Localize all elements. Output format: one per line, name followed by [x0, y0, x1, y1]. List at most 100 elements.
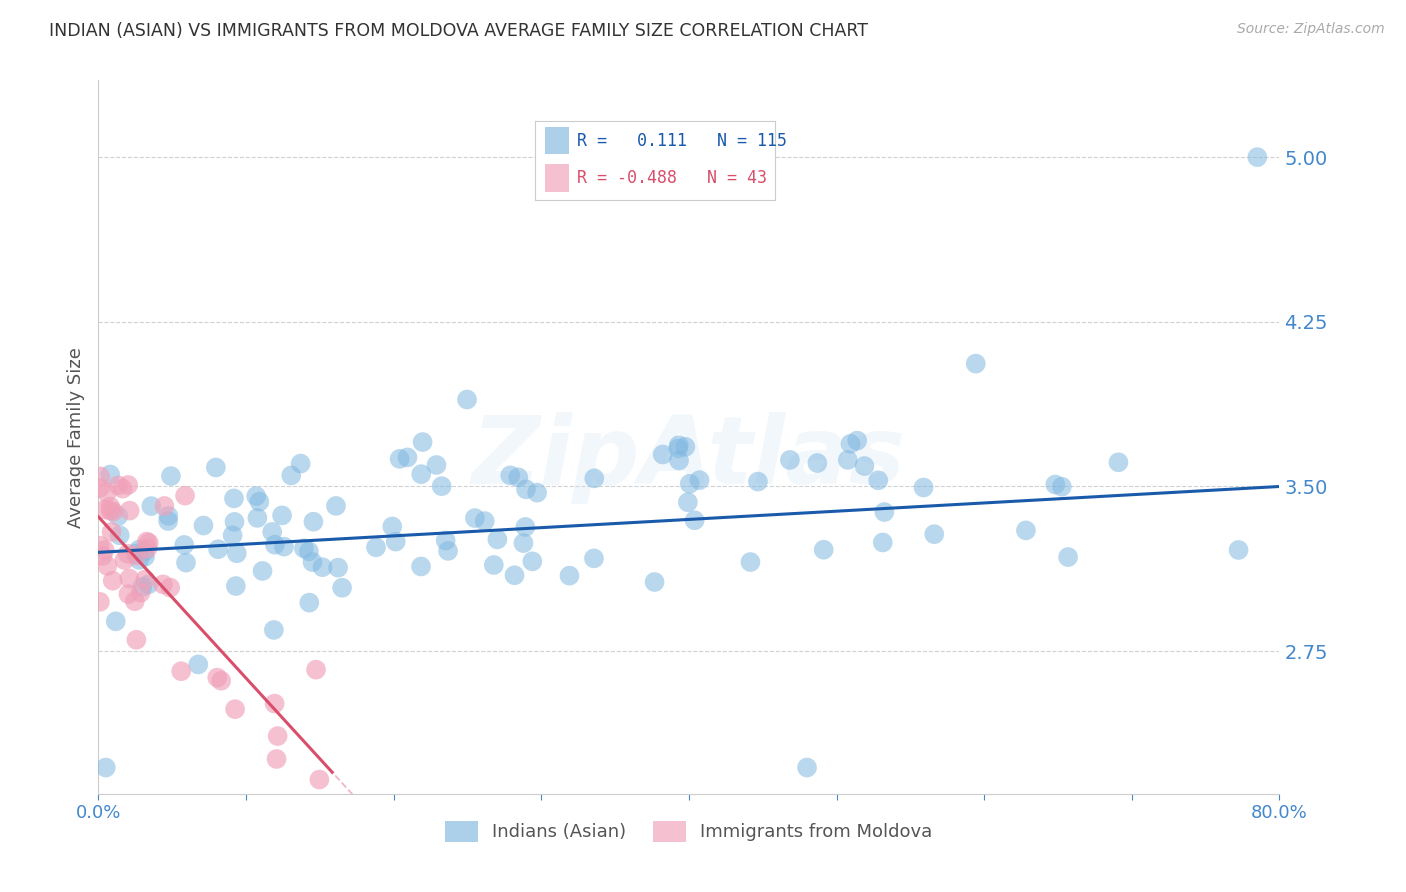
Point [311, 560, 333, 574]
Point [411, 467, 433, 482]
Point [107, 478, 129, 492]
Point [673, 440, 696, 454]
Point [409, 559, 432, 574]
Text: R = -0.488   N = 43: R = -0.488 N = 43 [578, 169, 768, 187]
Point [434, 533, 457, 548]
Point [308, 772, 330, 787]
Point [205, 460, 228, 475]
Point [245, 489, 267, 503]
Text: ZipAtlas: ZipAtlas [472, 412, 905, 505]
Point [246, 511, 269, 525]
Point [1227, 543, 1250, 558]
Bar [546, 164, 569, 192]
Point [298, 544, 321, 558]
Point [298, 596, 321, 610]
Point [381, 519, 404, 533]
Point [412, 435, 434, 450]
Point [224, 515, 246, 529]
Legend: Indians (Asian), Immigrants from Moldova: Indians (Asian), Immigrants from Moldova [439, 814, 939, 849]
Bar [546, 127, 569, 154]
Point [499, 468, 522, 483]
Point [364, 541, 387, 555]
Point [1050, 480, 1073, 494]
Point [89, 469, 111, 483]
Point [868, 473, 890, 487]
Point [98, 500, 121, 514]
Point [138, 536, 160, 550]
Point [93, 543, 115, 558]
Point [305, 663, 328, 677]
Point [117, 478, 139, 492]
Point [325, 499, 347, 513]
Point [522, 554, 544, 568]
Point [689, 473, 711, 487]
Point [292, 541, 315, 556]
Point [526, 485, 548, 500]
Point [330, 581, 353, 595]
Point [873, 505, 896, 519]
Point [125, 632, 148, 647]
Point [388, 451, 411, 466]
Point [512, 536, 534, 550]
Point [136, 541, 159, 556]
Point [965, 357, 987, 371]
Point [872, 535, 894, 549]
Point [651, 448, 673, 462]
Point [437, 544, 460, 558]
Point [266, 752, 288, 766]
Point [779, 453, 801, 467]
Point [912, 481, 935, 495]
Point [173, 538, 195, 552]
Point [679, 476, 702, 491]
Point [134, 549, 156, 564]
Point [273, 540, 295, 554]
Point [262, 524, 284, 539]
Point [89, 481, 111, 495]
Point [128, 553, 150, 567]
Point [134, 573, 156, 587]
Point [128, 542, 150, 557]
Point [425, 458, 447, 472]
Point [225, 579, 247, 593]
Point [264, 538, 287, 552]
Point [1015, 524, 1038, 538]
Point [193, 518, 215, 533]
Point [104, 615, 127, 629]
Point [135, 534, 157, 549]
Point [107, 509, 129, 524]
Point [430, 479, 453, 493]
Point [290, 457, 312, 471]
Point [141, 499, 163, 513]
Point [207, 671, 229, 685]
Point [117, 587, 139, 601]
Point [583, 471, 606, 485]
Point [108, 528, 131, 542]
Point [796, 760, 818, 774]
Point [846, 434, 869, 448]
Point [117, 547, 139, 561]
Point [138, 577, 160, 591]
Point [159, 581, 181, 595]
Point [644, 574, 666, 589]
Point [280, 468, 302, 483]
Point [515, 483, 537, 497]
Point [813, 542, 835, 557]
Point [174, 556, 197, 570]
Point [668, 438, 690, 452]
Point [396, 450, 419, 465]
Point [207, 542, 229, 557]
Point [114, 553, 136, 567]
Point [101, 574, 124, 588]
Point [474, 514, 496, 528]
Point [152, 577, 174, 591]
Point [1107, 455, 1129, 469]
Point [508, 470, 530, 484]
Point [129, 585, 152, 599]
Point [676, 495, 699, 509]
Point [558, 568, 581, 582]
Point [666, 442, 689, 456]
Text: Source: ZipAtlas.com: Source: ZipAtlas.com [1237, 22, 1385, 37]
Text: INDIAN (ASIAN) VS IMMIGRANTS FROM MOLDOVA AVERAGE FAMILY SIZE CORRELATION CHART: INDIAN (ASIAN) VS IMMIGRANTS FROM MOLDOV… [49, 22, 869, 40]
Point [157, 508, 180, 523]
Point [486, 533, 509, 547]
